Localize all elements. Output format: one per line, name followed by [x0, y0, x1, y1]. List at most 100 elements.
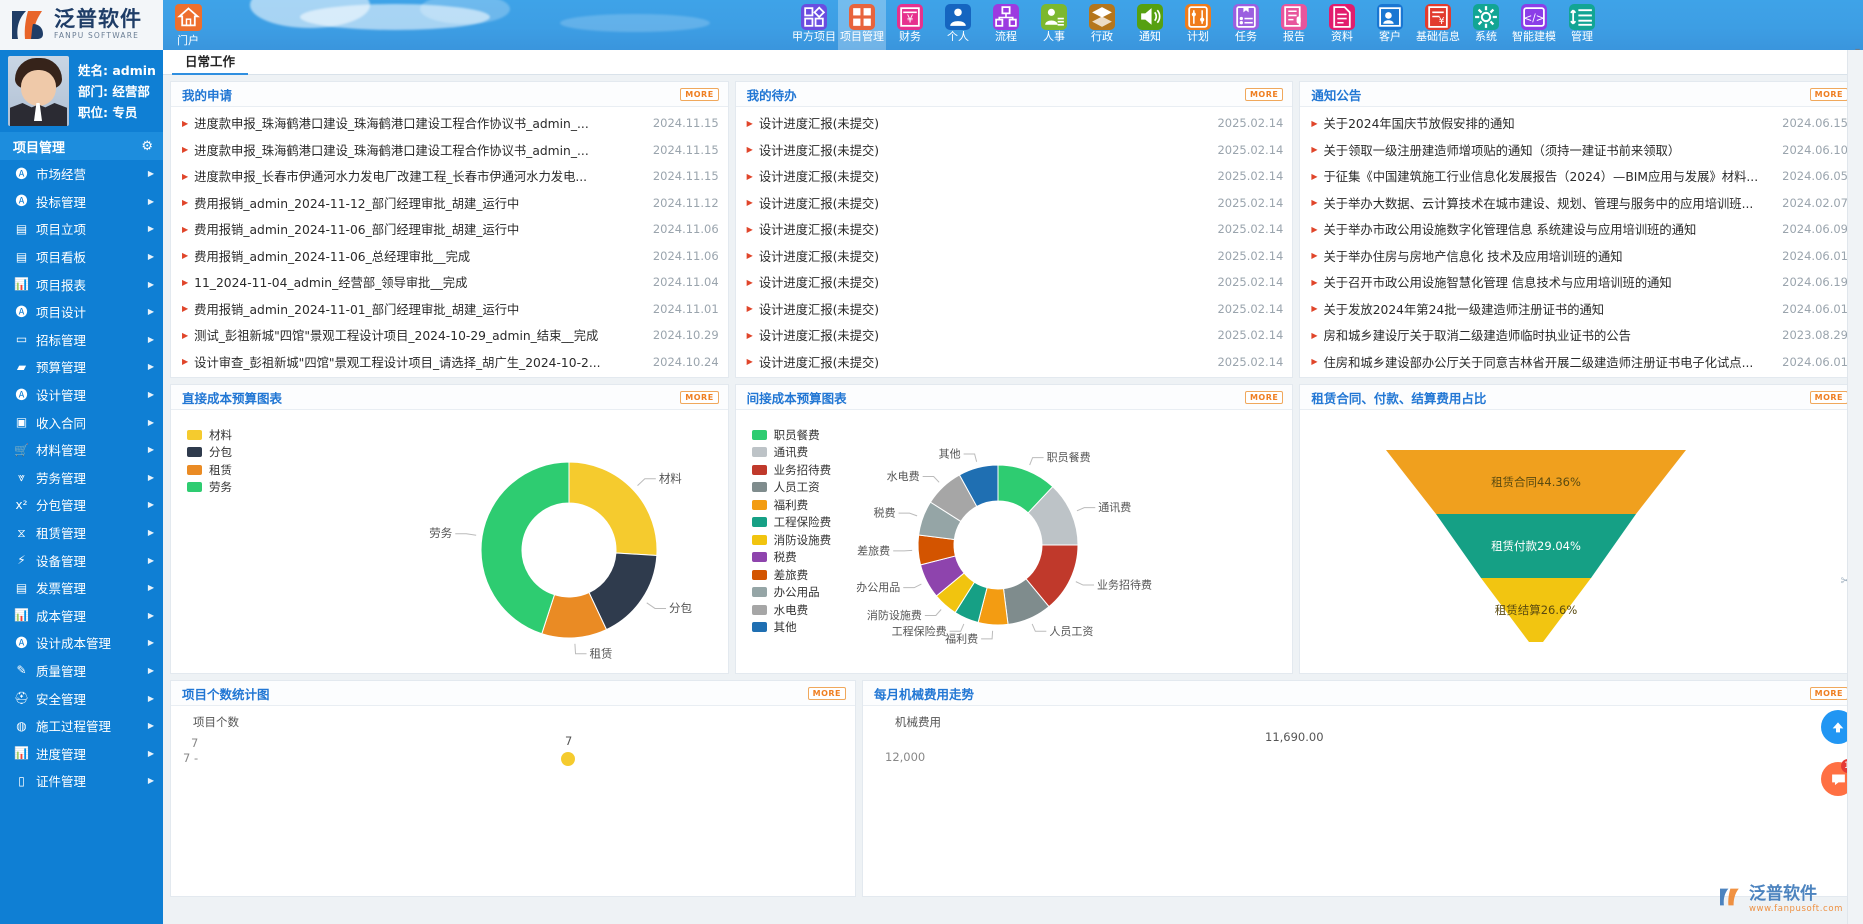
list-item[interactable]: ▶ 房和城乡建设厅关于取消二级建造师临时执业证书的公告 2023.08.29 [1300, 322, 1857, 349]
sidebar-item-0[interactable]: 🅐 市场经营 ▶ [0, 160, 163, 188]
legend-item[interactable]: 福利费 [751, 496, 832, 514]
sidebar-item-14[interactable]: ⚡ 设备管理 ▶ [0, 546, 163, 574]
list-item[interactable]: ▶ 进度款申报_珠海鹤港口建设_珠海鹤港口建设工程合作协议书_admin_... 2… [171, 137, 728, 164]
sidebar-item-2[interactable]: ▤ 项目立项 ▶ [0, 215, 163, 243]
legend-item[interactable]: 人员工资 [751, 479, 832, 497]
legend-item[interactable]: 水电费 [751, 601, 832, 619]
list-item[interactable]: ▶ 设计进度汇报(未提交) 2025.02.14 [736, 190, 1293, 217]
list-item[interactable]: ▶ 关于举办市政公用设施数字化管理信息 系统建设与应用培训班的通知 2024.06.… [1300, 216, 1857, 243]
more-button[interactable]: MORE [1244, 87, 1284, 101]
more-button[interactable]: MORE [1809, 686, 1848, 700]
sidebar-item-19[interactable]: ⛑ 安全管理 ▶ [0, 684, 163, 712]
list-item[interactable]: ▶ 住房和城乡建设部办公厅关于同意吉林省开展二级建造师注册证书电子化试点... 20… [1300, 349, 1857, 376]
sidebar-item-10[interactable]: 🛒 材料管理 ▶ [0, 436, 163, 464]
lease-funnel-chart[interactable]: 租赁合同44.36% 租赁付款29.04% 租赁结算26.6% [1300, 410, 1857, 673]
tab-daily-work[interactable]: 日常工作 [172, 50, 249, 75]
legend-item[interactable]: 办公用品 [751, 584, 832, 602]
list-item[interactable]: ▶ 设计进度汇报(未提交) 2025.02.14 [736, 137, 1293, 164]
list-item[interactable]: ▶ 费用报销_admin_2024-11-01_部门经理审批_胡建_运行中 2024… [171, 296, 728, 323]
legend-item[interactable]: 消防设施费 [751, 531, 831, 549]
nav-item-1[interactable]: 项目管理 [838, 0, 886, 50]
sidebar-item-1[interactable]: 🅐 投标管理 ▶ [0, 188, 163, 216]
list-item[interactable]: ▶ 关于2024年国庆节放假安排的通知 2024.06.15 [1300, 110, 1857, 137]
sidebar-item-6[interactable]: ▭ 招标管理 ▶ [0, 326, 163, 354]
list-item[interactable]: ▶ 费用报销_admin_2024-11-06_总经理审批__完成 2024.11.… [171, 243, 728, 270]
list-item[interactable]: ▶ 设计进度汇报(未提交) 2025.02.14 [736, 110, 1293, 137]
legend-item[interactable]: 通讯费 [751, 444, 832, 462]
sidebar-item-9[interactable]: ▣ 收入合同 ▶ [0, 408, 163, 436]
nav-item-15[interactable]: </> 智能建模 [1510, 0, 1558, 50]
nav-item-2[interactable]: ¥ 财务 [886, 0, 934, 50]
nav-item-9[interactable]: 任务 [1222, 0, 1270, 50]
sidebar-item-13[interactable]: ⧖ 租赁管理 ▶ [0, 519, 163, 547]
legend-item[interactable]: 税费 [751, 549, 832, 567]
list-item[interactable]: ▶ 费用报销_admin_2024-11-12_部门经理审批_胡建_运行中 2024… [171, 190, 728, 217]
user-profile[interactable]: 姓名: admin 部门: 经营部 职位: 专员 [0, 50, 163, 132]
list-item[interactable]: ▶ 关于举办大数据、云计算技术在城市建设、规划、管理与服务中的应用培训班... 20… [1300, 190, 1857, 217]
window-controls[interactable]: ▾ [1855, 46, 1860, 50]
nav-item-5[interactable]: 人事 [1030, 0, 1078, 50]
list-item[interactable]: ▶ 于征集《中国建筑施工行业信息化发展报告（2024）—BIM应用与发展》材料..… [1300, 163, 1857, 190]
list-item[interactable]: ▶ 关于举办住房与房地产信息化 技术及应用培训班的通知 2024.06.01 [1300, 243, 1857, 270]
sidebar-item-7[interactable]: ▰ 预算管理 ▶ [0, 353, 163, 381]
more-button[interactable]: MORE [680, 87, 719, 101]
nav-item-0[interactable]: 甲方项目 [790, 0, 838, 50]
sidebar-item-8[interactable]: 🅐 设计管理 ▶ [0, 381, 163, 409]
indirect-cost-chart[interactable]: 职员餐费 通讯费 业务招待费 人员工资 福利费 工程保险费 消防设施费 税费 差旅费 办公用品 水电… [736, 410, 1293, 673]
list-item[interactable]: ▶ 测试_彭祖新城"四馆"景观工程设计项目_2024-10-29_admin_结束… [171, 322, 728, 349]
sidebar-item-22[interactable]: ▯ 证件管理 ▶ [0, 767, 163, 795]
list-item[interactable]: ▶ 设计进度汇报(未提交) 2025.02.14 [736, 349, 1293, 376]
nav-item-14[interactable]: 系统 [1462, 0, 1510, 50]
legend-item[interactable]: 劳务 [187, 479, 232, 497]
sidebar-item-11[interactable]: ⩔ 劳务管理 ▶ [0, 464, 163, 492]
list-item[interactable]: ▶ 关于召开市政公用设施智慧化管理 信息技术与应用培训班的通知 2024.06.19 [1300, 269, 1857, 296]
more-button[interactable]: MORE [807, 686, 846, 700]
list-item[interactable]: ▶ 11_2024-11-04_admin_经营部_领导审批__完成 2024.11… [171, 269, 728, 296]
list-item[interactable]: ▶ 进度款申报_珠海鹤港口建设_珠海鹤港口建设工程合作协议书_admin_... 2… [171, 110, 728, 137]
nav-item-6[interactable]: 行政 [1078, 0, 1126, 50]
sidebar-item-20[interactable]: ◍ 施工过程管理 ▶ [0, 712, 163, 740]
sidebar-item-21[interactable]: 📊 进度管理 ▶ [0, 739, 163, 767]
more-button[interactable]: MORE [1809, 87, 1849, 101]
sidebar-item-15[interactable]: ▤ 发票管理 ▶ [0, 574, 163, 602]
direct-cost-chart[interactable]: 材料 分包 租赁 劳务 材料 分包 租赁 劳务 [171, 410, 728, 673]
list-item[interactable]: ▶ 设计审查_彭祖新城"四馆"景观工程设计项目_请选择_胡广生_2024-10-2… [171, 349, 728, 376]
nav-item-12[interactable]: 客户 [1366, 0, 1414, 50]
machine-trend-chart[interactable]: 机械费用 12,000 11,690.00 [863, 706, 1857, 896]
nav-item-3[interactable]: 个人 [934, 0, 982, 50]
right-rail[interactable] [1847, 50, 1863, 924]
sidebar-item-17[interactable]: 🅐 设计成本管理 ▶ [0, 629, 163, 657]
nav-item-10[interactable]: 报告 [1270, 0, 1318, 50]
more-button[interactable]: MORE [1244, 390, 1284, 404]
sidebar-item-16[interactable]: 📊 成本管理 ▶ [0, 602, 163, 630]
nav-item-4[interactable]: 流程 [982, 0, 1030, 50]
nav-item-11[interactable]: 资料 [1318, 0, 1366, 50]
legend-item[interactable]: 差旅费 [751, 566, 832, 584]
project-count-chart[interactable]: 项目个数 7 7 - 7 [171, 706, 855, 896]
sidebar-module-header[interactable]: 项目管理 ⚙ [0, 132, 163, 160]
sidebar-item-4[interactable]: 📊 项目报表 ▶ [0, 270, 163, 298]
more-button[interactable]: MORE [680, 390, 719, 404]
list-item[interactable]: ▶ 关于发放2024年第24批一级建造师注册证书的通知 2024.06.01 [1300, 296, 1857, 323]
sidebar-item-12[interactable]: x² 分包管理 ▶ [0, 491, 163, 519]
list-item[interactable]: ▶ 设计进度汇报(未提交) 2025.02.14 [736, 269, 1293, 296]
list-item[interactable]: ▶ 关于领取一级注册建造师增项贴的通知（须持一建证书前来领取） 2024.06.10 [1300, 137, 1857, 164]
nav-item-16[interactable]: 管理 [1558, 0, 1606, 50]
list-item[interactable]: ▶ 设计进度汇报(未提交) 2025.02.14 [736, 322, 1293, 349]
legend-item[interactable]: 分包 [187, 444, 232, 462]
legend-item[interactable]: 业务招待费 [751, 461, 831, 479]
app-logo[interactable]: 泛普软件 FANPU SOFTWARE [0, 0, 163, 50]
list-item[interactable]: ▶ 设计进度汇报(未提交) 2025.02.14 [736, 163, 1293, 190]
list-item[interactable]: ▶ 设计进度汇报(未提交) 2025.02.14 [736, 296, 1293, 323]
sidebar-item-18[interactable]: ✎ 质量管理 ▶ [0, 657, 163, 685]
list-item[interactable]: ▶ 进度款申报_长春市伊通河水力发电厂改建工程_长春市伊通河水力发电... 2024… [171, 163, 728, 190]
sidebar-item-5[interactable]: 🅐 项目设计 ▶ [0, 298, 163, 326]
nav-item-13[interactable]: ¥ 基础信息 [1414, 0, 1462, 50]
more-button[interactable]: MORE [1809, 390, 1849, 404]
collapse-icon[interactable]: ✂ [1840, 573, 1852, 589]
gear-icon[interactable]: ⚙ [141, 138, 153, 154]
list-item[interactable]: ▶ 设计进度汇报(未提交) 2025.02.14 [736, 243, 1293, 270]
legend-item[interactable]: 材料 [187, 426, 232, 444]
portal-home-button[interactable]: 门户 [170, 4, 206, 47]
list-item[interactable]: ▶ 设计进度汇报(未提交) 2025.02.14 [736, 216, 1293, 243]
